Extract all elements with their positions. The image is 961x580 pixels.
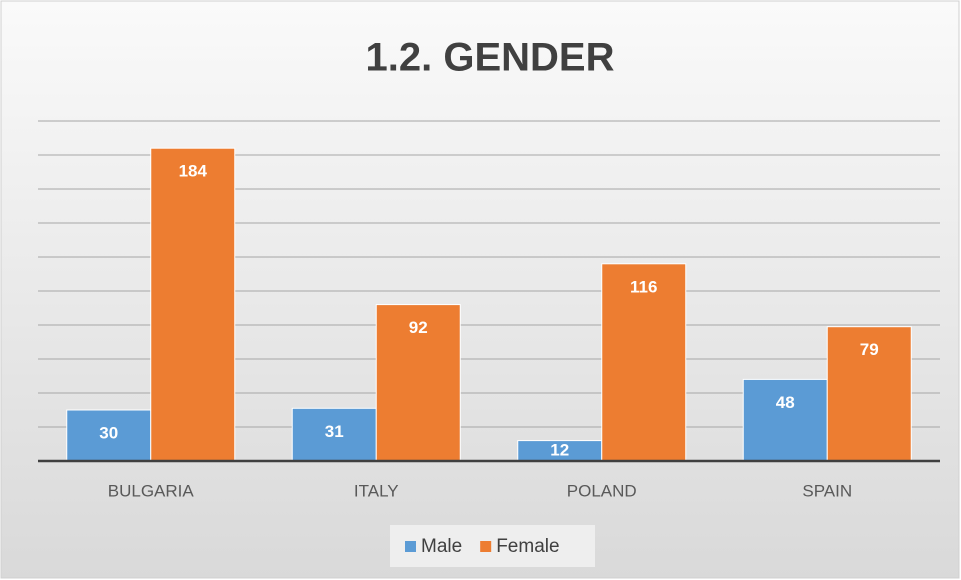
legend-label: Female [496, 536, 559, 557]
data-label: 30 [99, 423, 118, 442]
data-label: 12 [550, 440, 569, 459]
chart-title: 1.2. GENDER [366, 36, 615, 80]
legend-swatch [405, 541, 416, 552]
bar [291, 407, 377, 462]
x-tick-label: BULGARIA [108, 481, 195, 500]
legend-box [390, 525, 595, 567]
data-label: 31 [325, 422, 344, 441]
x-tick-label: ITALY [354, 481, 399, 500]
bar [742, 378, 828, 462]
bar [601, 263, 687, 462]
legend-label: Male [421, 536, 462, 557]
data-label: 116 [630, 277, 657, 296]
legend-swatch [480, 541, 492, 552]
data-label: 92 [409, 318, 428, 337]
bar [150, 147, 236, 462]
x-tick-label: POLAND [567, 481, 637, 500]
data-label: 79 [860, 340, 879, 359]
data-label: 48 [776, 393, 795, 412]
data-label: 184 [179, 162, 208, 181]
x-tick-label: SPAIN [802, 481, 852, 500]
bar [826, 326, 912, 462]
bar [375, 304, 461, 462]
